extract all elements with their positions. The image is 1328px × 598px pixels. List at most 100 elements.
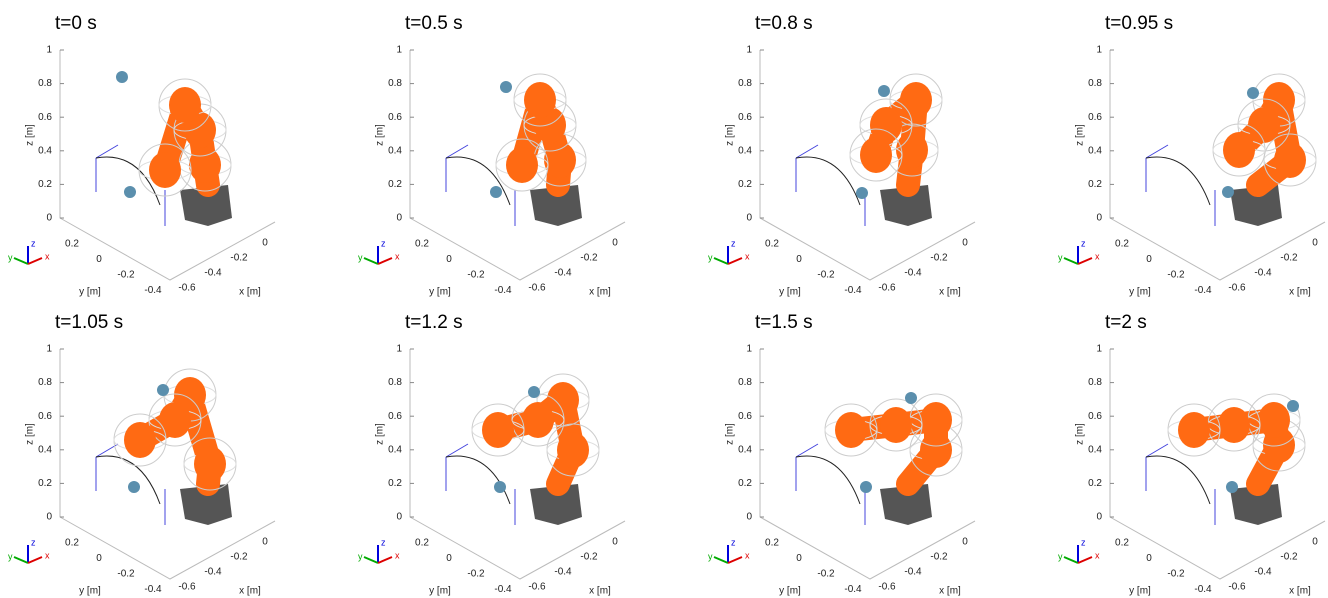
z-tick-label: 0.2 bbox=[738, 478, 752, 489]
z-tick-label: 1 bbox=[46, 344, 52, 355]
target-frame bbox=[96, 145, 118, 192]
y-tick-label: -0.4 bbox=[494, 285, 512, 296]
panel-title: t=0.5 s bbox=[405, 13, 463, 34]
triad-label: y bbox=[358, 551, 363, 561]
x-axis-label: x [m] bbox=[239, 287, 261, 298]
y-tick-label: -0.2 bbox=[117, 270, 135, 281]
z-tick-label: 1 bbox=[746, 344, 752, 355]
x-tick-label: -0.6 bbox=[528, 582, 546, 593]
target-frame bbox=[446, 145, 468, 192]
y-axis-label: y [m] bbox=[779, 586, 801, 597]
z-tick-label: 0.2 bbox=[1088, 179, 1102, 190]
arm-joint bbox=[169, 87, 201, 123]
panel-title: t=0.8 s bbox=[755, 13, 813, 34]
y-axis-label: y [m] bbox=[79, 586, 101, 597]
z-tick-label: 0.8 bbox=[738, 78, 752, 89]
y-tick-label: 0.2 bbox=[65, 538, 79, 549]
x-tick-label: -0.6 bbox=[528, 283, 546, 294]
triad-label: z bbox=[31, 537, 36, 547]
z-tick-label: 0.2 bbox=[38, 179, 52, 190]
arm-joint bbox=[189, 147, 221, 183]
obstacle bbox=[116, 71, 128, 83]
trajectory bbox=[796, 157, 860, 205]
triad-x bbox=[1078, 557, 1092, 563]
x-tick-label: -0.4 bbox=[904, 268, 922, 279]
z-tick-label: 0.6 bbox=[38, 112, 52, 123]
z-axis-label: z [m] bbox=[1075, 124, 1086, 146]
trajectory bbox=[446, 456, 510, 504]
triad-label: x bbox=[1095, 550, 1100, 560]
target-frame bbox=[1146, 145, 1168, 192]
triad-label: x bbox=[45, 550, 50, 560]
arm-joint bbox=[544, 142, 576, 178]
arm-joint bbox=[1258, 402, 1290, 438]
triad-x bbox=[728, 258, 742, 264]
target-frame bbox=[796, 444, 818, 491]
arm-joint bbox=[124, 422, 156, 458]
panel: t=0.8 s10.80.60.40.20z [m]0.20-0.2-0.4y … bbox=[708, 13, 975, 298]
target-frame bbox=[96, 444, 118, 491]
y-tick-label: 0 bbox=[96, 553, 102, 564]
y-tick-label: 0.2 bbox=[415, 538, 429, 549]
arm-joint bbox=[1274, 142, 1306, 178]
x-tick-label: -0.2 bbox=[930, 552, 948, 563]
y-axis-label: y [m] bbox=[79, 287, 101, 298]
triad-x bbox=[378, 557, 392, 563]
obstacle bbox=[494, 481, 506, 493]
z-axis-label: z [m] bbox=[725, 423, 736, 445]
x-tick-label: -0.4 bbox=[1254, 567, 1272, 578]
triad-label: x bbox=[745, 251, 750, 261]
z-tick-label: 0.6 bbox=[388, 411, 402, 422]
triad-y bbox=[14, 557, 28, 563]
obstacle bbox=[124, 186, 136, 198]
panel: t=1.05 s10.80.60.40.20z [m]0.20-0.2-0.4y… bbox=[8, 312, 275, 597]
x-tick-label: -0.6 bbox=[878, 283, 896, 294]
y-tick-label: 0.2 bbox=[415, 239, 429, 250]
panel-title: t=0.95 s bbox=[1105, 13, 1173, 34]
x-tick-label: -0.4 bbox=[204, 268, 222, 279]
x-tick-label: 0 bbox=[962, 238, 968, 249]
z-tick-label: 0.6 bbox=[1088, 411, 1102, 422]
x-tick-label: 0 bbox=[262, 537, 268, 548]
panel-title: t=1.2 s bbox=[405, 312, 463, 333]
z-axis-label: z [m] bbox=[25, 124, 36, 146]
y-tick-label: 0.2 bbox=[65, 239, 79, 250]
z-tick-label: 0.4 bbox=[388, 444, 402, 455]
x-axis-label: x [m] bbox=[589, 586, 611, 597]
z-tick-label: 0.4 bbox=[738, 444, 752, 455]
axis-lines bbox=[410, 349, 625, 579]
triad-y bbox=[364, 258, 378, 264]
z-tick-label: 0.4 bbox=[38, 444, 52, 455]
obstacle bbox=[128, 481, 140, 493]
y-tick-label: -0.2 bbox=[467, 270, 485, 281]
panel: t=0.95 s10.80.60.40.20z [m]0.20-0.2-0.4y… bbox=[1058, 13, 1325, 298]
panel-title: t=1.5 s bbox=[755, 312, 813, 333]
arm-joint bbox=[835, 412, 867, 448]
z-axis-label: z [m] bbox=[25, 423, 36, 445]
obstacle bbox=[500, 81, 512, 93]
z-tick-label: 0 bbox=[46, 213, 52, 224]
z-tick-label: 1 bbox=[396, 45, 402, 56]
trajectory bbox=[796, 456, 860, 504]
z-tick-label: 1 bbox=[396, 344, 402, 355]
triad-label: z bbox=[1081, 238, 1086, 248]
y-tick-label: 0 bbox=[1146, 254, 1152, 265]
z-tick-label: 0 bbox=[396, 213, 402, 224]
z-tick-label: 0.6 bbox=[738, 411, 752, 422]
panel-title: t=1.05 s bbox=[55, 312, 123, 333]
z-tick-label: 1 bbox=[1096, 344, 1102, 355]
z-tick-label: 0.6 bbox=[388, 112, 402, 123]
arm-joint bbox=[159, 402, 191, 438]
triad-x bbox=[28, 557, 42, 563]
y-tick-label: -0.2 bbox=[117, 569, 135, 580]
x-tick-label: -0.6 bbox=[1228, 582, 1246, 593]
z-tick-label: 0.8 bbox=[388, 78, 402, 89]
y-tick-label: -0.4 bbox=[1194, 584, 1212, 595]
x-tick-label: -0.2 bbox=[1280, 253, 1298, 264]
triad-label: z bbox=[1081, 537, 1086, 547]
y-tick-label: -0.4 bbox=[494, 584, 512, 595]
target-frame bbox=[796, 145, 818, 192]
triad-x bbox=[728, 557, 742, 563]
z-tick-label: 0 bbox=[1096, 512, 1102, 523]
y-axis-label: y [m] bbox=[429, 586, 451, 597]
